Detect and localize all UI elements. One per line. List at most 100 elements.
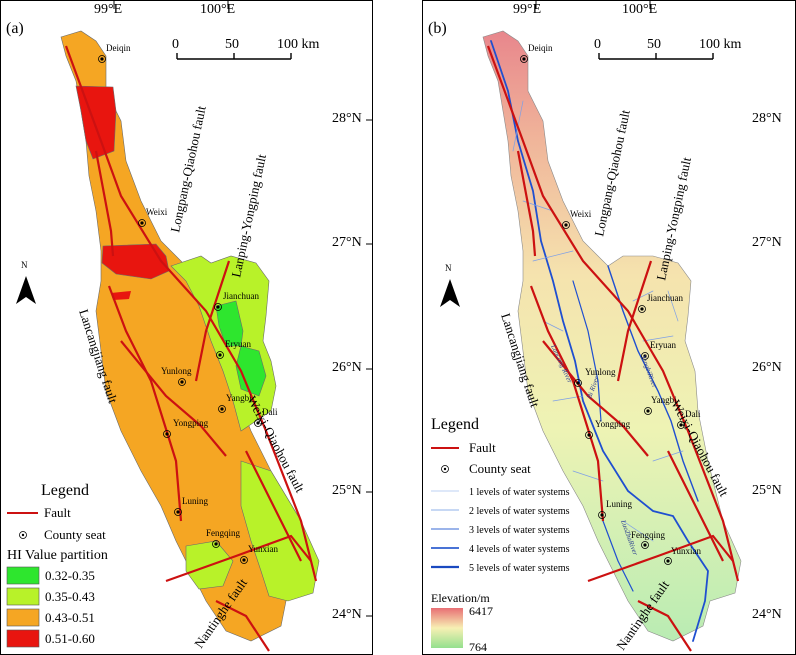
legend-elev-min: 764 [469,640,487,654]
county-seat-icon [641,541,649,549]
fault-main-west [94,150,115,257]
fault-label: Longpang-Qiaohou fault [591,108,633,238]
town-label: Eryuan [650,340,676,350]
town-label: Yangbi [226,393,252,403]
fault-lines [64,45,318,652]
town-label: Fengqing [206,528,241,538]
legend-hi-title: HI Value partition [7,548,108,563]
river-yangbi [607,265,699,502]
hi-class-swatch [6,587,40,606]
north-label: N [21,260,28,270]
river-bi [572,280,602,422]
fault-label: Lanping-Yongping fault [228,152,269,278]
lat-label: 24°N [332,607,362,622]
county-seats [98,55,262,564]
legend-elev-max: 6417 [469,604,493,618]
legend-county: County seat [469,461,531,476]
scale-label: 0 [172,37,179,52]
lon-label: 99°E [94,2,123,17]
elevation-ramp [431,608,463,648]
water-level-label: 3 levels of water systems [469,525,570,536]
county-seat-icon [598,511,606,519]
fault-lanping [616,260,653,382]
county-seat-icon [644,407,652,415]
county-seat-icon [214,303,222,311]
town-label: Luning [606,499,632,509]
basin-red-middle [101,243,170,280]
lat-label: 26°N [752,360,782,375]
scale-label: 50 [647,37,661,52]
county-seat-icon [574,379,582,387]
fault-longpang [64,45,318,582]
hi-class-label: 0.51-0.60 [45,631,95,646]
lat-label: 27°N [752,235,782,250]
legend-elev-title: Elevation/m [431,591,490,605]
water-level-label: 2 levels of water systems [469,506,570,517]
fault-weixi [667,450,724,562]
water-level-label: 4 levels of water systems [469,544,570,555]
lat-label: 24°N [752,607,782,622]
county-seat-icon [677,421,685,429]
county-seat-icon [163,430,171,438]
town-label: Yongping [595,419,631,429]
fault-main-west [516,150,537,257]
town-label: Eryuan [225,339,251,349]
town-label: Yunlong [161,366,192,376]
county-seat-icon [98,55,106,63]
scale-label: 0 [594,37,601,52]
fault-lines [486,45,740,652]
fault-lanping [194,260,231,382]
county-seat-icon [638,305,646,313]
lat-label: 27°N [332,235,362,250]
town-label: Yangbi [651,395,677,405]
basin-green-zone-2 [235,345,267,397]
legend-a: Legend Fault County seat HI Value partit… [6,482,108,648]
town-label: Jianchuan [647,293,683,303]
panel-b-label: (b) [428,20,447,37]
hi-class-swatch [6,608,40,627]
town-label: Yunxian [671,546,701,556]
county-seat-icon [240,556,248,564]
county-seat-icon [254,419,262,427]
county-seat-icon [178,378,186,386]
river-lancang [490,40,709,642]
panel-a-hi-map: Deiqin Weixi Jianchuan Eryuan Yunlong Ya… [0,0,373,655]
town-label: Deiqin [106,43,131,53]
town-label: Luning [182,496,208,506]
hi-class-label: 0.35-0.43 [45,589,95,604]
scale-label: 100 km [699,37,742,52]
scale-bar: 0 50 100 km [594,37,742,60]
basin-red-small [111,291,131,300]
lon-label: 99°E [513,2,542,17]
water-level-label: 1 levels of water systems [469,487,570,498]
county-seat-icon [174,508,182,516]
county-seat-icon [441,465,449,473]
legend-title: Legend [431,416,479,433]
lat-label: 28°N [332,111,362,126]
basin-yellowgreen-south [240,460,320,602]
town-label: Yunlong [585,367,616,377]
legend-title: Legend [41,482,89,499]
north-arrow-icon: N [16,260,36,304]
town-label: Yunxian [248,544,278,554]
town-label: Deiqin [528,43,553,53]
scale-bar: 0 50 100 km [172,37,320,60]
county-seat-icon [138,219,146,227]
county-seats [520,55,685,565]
county-seat-icon [19,531,27,539]
lon-label: 100°E [622,2,658,17]
fault-south [215,600,270,652]
fault-nantinghe [587,534,734,583]
panel-a-svg: Deiqin Weixi Jianchuan Eryuan Yunlong Ya… [6,1,372,652]
basin-elevation [482,30,742,642]
hi-class-label: 0.32-0.35 [45,568,95,583]
river-network [490,40,709,642]
fault-lancang-2 [120,340,227,457]
county-seat-icon [641,352,649,360]
town-label: Weixi [570,209,592,219]
hi-class-label: 0.43-0.51 [45,610,95,625]
county-seat-icon [562,221,570,229]
fault-lancang-1 [529,285,605,522]
fault-lancang-2 [542,340,649,457]
lat-label: 25°N [332,483,362,498]
